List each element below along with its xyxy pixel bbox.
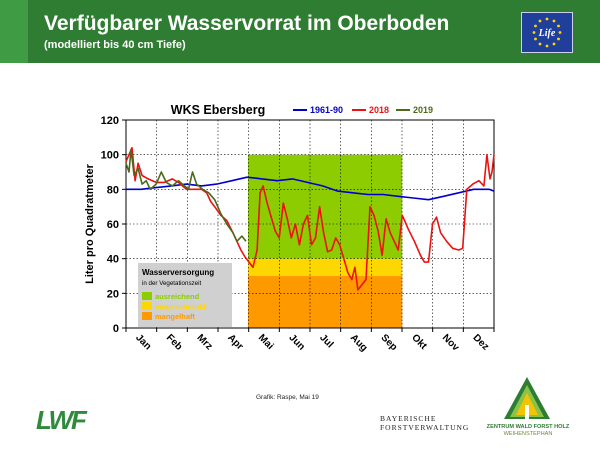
eu-life-logo: Life (521, 12, 573, 53)
y-tick-label-1: 20 (107, 288, 119, 300)
y-tick-label-3: 60 (107, 219, 119, 231)
bfv-line-1: BAYERISCHE (380, 414, 437, 423)
month-label-apr: Apr (225, 332, 245, 352)
y-axis-ticks: 0 20 40 60 80 100 120 (101, 115, 126, 335)
zwfh-line-1: ZENTRUM WALD FORST HOLZ (486, 424, 570, 430)
month-label-okt: Okt (409, 332, 429, 352)
y-axis-label: Liter pro Quadratmeter (84, 163, 96, 284)
lwf-logo: LWF (36, 405, 87, 435)
banner-accent (0, 0, 28, 63)
y-tick-label-6: 120 (101, 115, 119, 127)
y-tick-label-5: 100 (101, 150, 119, 162)
month-label-mai: Mai (256, 332, 276, 352)
zwfh-tree-icon (504, 377, 550, 419)
series-line-2019 (125, 148, 247, 243)
band-legend: Wasserversorgung in der Vegetationszeit … (138, 263, 232, 327)
y-tick-label-0: 0 (113, 323, 119, 335)
month-label-sep: Sep (379, 332, 400, 353)
page-title: Verfügbarer Wasservorrat im Oberboden (44, 12, 450, 35)
band-legend-label-2: mangelhaft (155, 312, 196, 321)
band-legend-box (138, 263, 232, 327)
bayerische-forstverwaltung-logo: BAYERISCHE FORSTVERWALTUNG (380, 414, 469, 432)
month-label-mrz: Mrz (195, 332, 215, 352)
water-chart: 0 20 40 60 80 100 120 Jan Feb Mrz Apr Mai Jun Jul Aug… (84, 103, 495, 354)
vegetation-bands (247, 154, 403, 328)
band-legend-subtitle: in der Vegetationszeit (142, 280, 201, 287)
month-label-aug: Aug (348, 332, 370, 354)
month-label-jan: Jan (133, 332, 153, 352)
month-label-jun: Jun (287, 332, 307, 352)
month-label-jul: Jul (317, 332, 335, 350)
band-legend-swatch-1 (142, 302, 152, 310)
month-label-feb: Feb (164, 332, 184, 352)
y-tick-label-2: 40 (107, 254, 119, 266)
chart-title: WKS Ebersberg (171, 103, 265, 117)
band-2 (247, 276, 403, 328)
x-axis-ticks: Jan Feb Mrz Apr Mai Jun Jul Aug Sep Okt Nov Dez (125, 328, 495, 354)
chart-legend: 1961-90 2018 2019 (293, 105, 433, 115)
eu-life-text: Life (538, 28, 556, 39)
legend-label-2019: 2019 (413, 105, 433, 115)
y-tick-label-4: 80 (107, 184, 119, 196)
zwfh-logo-text: ZENTRUM WALD FORST HOLZ WEIHENSTEPHAN (474, 424, 582, 438)
month-label-nov: Nov (440, 332, 461, 353)
band-legend-swatch-2 (142, 312, 152, 320)
chart-credit: Grafik: Raspe, Mai 19 (256, 394, 319, 401)
series-line-2018 (125, 146, 495, 291)
legend-label-2018: 2018 (369, 105, 389, 115)
page-subtitle: (modelliert bis 40 cm Tiefe) (44, 39, 186, 51)
band-1 (247, 258, 403, 276)
band-legend-swatch-0 (142, 292, 152, 300)
month-label-dez: Dez (471, 332, 491, 352)
chart-lines (125, 146, 495, 291)
header-banner: Verfügbarer Wasservorrat im Oberboden (m… (0, 0, 600, 63)
band-legend-label-0: ausreichend (155, 292, 200, 301)
band-legend-title: Wasserversorgung (142, 268, 214, 277)
zwfh-line-2: WEIHENSTEPHAN (503, 431, 553, 437)
legend-label-1961-90: 1961-90 (310, 105, 343, 115)
bfv-line-2: FORSTVERWALTUNG (380, 423, 470, 432)
band-legend-label-1: eingeschränkt (155, 302, 206, 311)
